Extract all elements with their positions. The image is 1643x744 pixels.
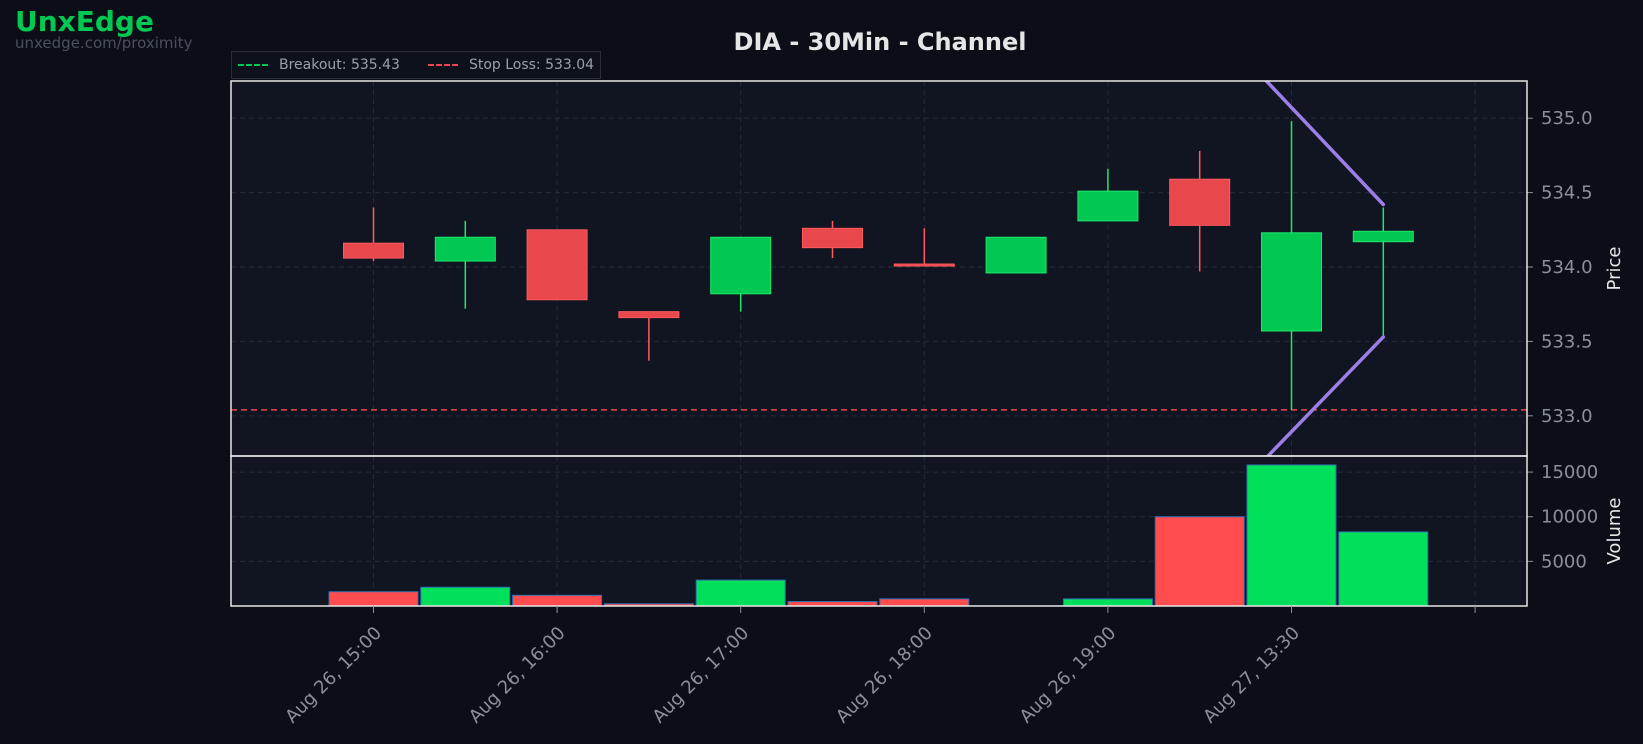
volume-axis-label: Volume [1604,498,1625,565]
volume-tick-label: 15000 [1541,462,1598,483]
candle-body [1261,232,1322,332]
volume-bar [1246,464,1337,607]
volume-tick-label: 10000 [1541,507,1598,528]
price-tick-label: 534.5 [1541,183,1593,204]
x-tick-label: Aug 26, 17:00 [649,623,754,728]
stop-loss-legend-swatch [427,64,458,66]
volume-bar [1062,598,1153,607]
candle-body [526,229,588,301]
x-tick-label: Aug 26, 18:00 [832,623,937,728]
chart-legend: Breakout: 535.43 Stop Loss: 533.04 [231,51,602,79]
legend-item-stop-loss: Stop Loss: 533.04 [427,57,595,73]
volume-bar [420,586,511,607]
candle-body [343,242,404,259]
price-tick-label: 534.0 [1541,257,1593,278]
volume-bar [512,594,603,607]
candle-body [434,236,496,262]
channel-lower-line [1265,335,1386,456]
volume-bar [328,591,419,607]
x-tick-label: Aug 26, 15:00 [281,623,386,728]
volume-bar [1338,531,1429,607]
candle-body [1077,190,1139,222]
brand-url: unxedge.com/proximity [15,34,193,52]
volume-bar [879,598,970,607]
breakout-legend-swatch [238,64,268,66]
candle-body [893,263,955,267]
x-tick-label: Aug 26, 16:00 [465,623,570,728]
legend-label-stop-loss: Stop Loss: 533.04 [468,57,595,73]
volume-bar [695,579,786,607]
legend-label-breakout: Breakout: 535.43 [279,57,400,73]
candle-body [1169,178,1231,226]
brand-name: UnxEdge [15,5,154,38]
channel-upper-line [1264,81,1386,207]
price-panel [231,81,1527,456]
chart-title: DIA - 30Min - Channel [733,28,1027,56]
legend-item-breakout: Breakout: 535.43 [238,57,400,73]
brand-logo: UnxEdge unxedge.com/proximity [15,8,192,51]
x-tick-label: Aug 26, 19:00 [1016,623,1121,728]
candle-body [802,227,863,249]
price-tick-label: 533.5 [1541,331,1593,352]
price-axis-label: Price [1604,247,1625,291]
x-tick-label: Aug 27, 13:30 [1199,623,1304,728]
price-tick-label: 535.0 [1541,108,1593,129]
volume-tick-label: 5000 [1541,551,1587,572]
candle-body [985,236,1047,274]
candle-body [1352,230,1414,243]
candle-body [710,236,772,295]
candle-body [618,311,680,319]
volume-panel-border [230,455,1528,607]
price-tick-label: 533.0 [1541,406,1593,427]
volume-bar [1154,516,1245,607]
